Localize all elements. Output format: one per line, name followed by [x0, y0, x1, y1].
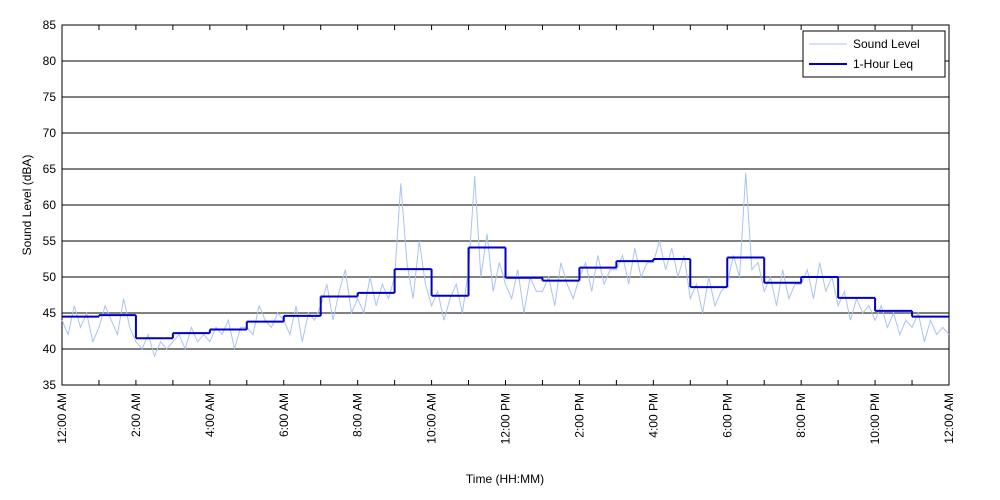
- x-tick-label: 10:00 AM: [425, 393, 439, 444]
- legend: Sound Level 1-Hour Leq: [802, 30, 946, 78]
- y-axis-label: Sound Level (dBA): [20, 155, 34, 256]
- y-tick-label: 85: [43, 18, 57, 32]
- legend-label: 1-Hour Leq: [853, 57, 913, 71]
- y-tick-label: 60: [43, 198, 57, 212]
- x-tick-label: 12:00 AM: [55, 393, 69, 444]
- x-tick-label: 12:00 PM: [499, 393, 513, 444]
- x-tick-label: 10:00 PM: [868, 393, 882, 444]
- x-tick-label: 6:00 PM: [720, 393, 734, 438]
- legend-label: Sound Level: [853, 37, 920, 51]
- y-tick-label: 40: [43, 342, 57, 356]
- x-axis-label: Time (HH:MM): [466, 472, 544, 486]
- y-tick-label: 80: [43, 54, 57, 68]
- x-tick-label: 8:00 PM: [794, 393, 808, 438]
- y-tick-label: 75: [43, 90, 57, 104]
- y-tick-label: 45: [43, 306, 57, 320]
- x-tick-label: 8:00 AM: [351, 393, 365, 437]
- legend-box: [802, 30, 946, 78]
- x-tick-label: 12:00 AM: [942, 393, 956, 444]
- y-tick-label: 70: [43, 126, 57, 140]
- x-tick-label: 2:00 AM: [129, 393, 143, 437]
- y-tick-label: 35: [43, 378, 57, 392]
- x-tick-label: 4:00 AM: [203, 393, 217, 437]
- y-tick-label: 65: [43, 162, 57, 176]
- sound-line: [61, 172, 950, 358]
- x-tick-label: 6:00 AM: [277, 393, 291, 437]
- y-tick-label: 55: [43, 234, 57, 248]
- x-tick-label: 4:00 PM: [646, 393, 660, 438]
- x-tick-label: 2:00 PM: [572, 393, 586, 438]
- y-tick-label: 50: [43, 270, 57, 284]
